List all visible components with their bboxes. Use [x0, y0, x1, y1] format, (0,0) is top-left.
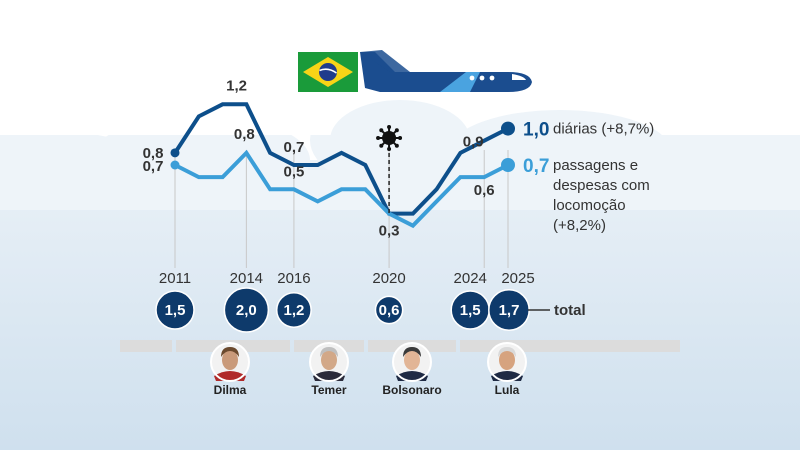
totals-label: total	[554, 302, 586, 319]
virus-icon	[376, 125, 403, 214]
virus-body	[382, 131, 397, 145]
data-label: 0,7	[143, 158, 164, 175]
data-label: 0,3	[379, 223, 400, 240]
total-bubble	[155, 290, 195, 330]
portrait-ring	[487, 342, 527, 382]
data-label: 0,8	[143, 145, 164, 162]
president-name: Lula	[495, 383, 520, 397]
airplane-icon	[360, 50, 532, 92]
x-tick-label: 2016	[277, 270, 310, 287]
virus-spike-tip	[398, 136, 403, 140]
total-value: 1,5	[165, 302, 186, 319]
series-end-value-1: 0,7	[523, 156, 549, 177]
series-name-line: despesas com	[553, 177, 650, 194]
president-name: Temer	[311, 383, 346, 397]
series-end-dot-1	[501, 158, 515, 172]
series-end-labels: 1,0 diárias (+8,7%) 0,7 passagens e despesas…	[523, 120, 654, 234]
series-name-0: diárias (+8,7%)	[553, 121, 654, 138]
x-tick-label: 2020	[372, 270, 405, 287]
virus-spike-tip	[379, 128, 384, 133]
total-value: 0,6	[379, 302, 400, 319]
series-start-dot-0	[170, 148, 180, 158]
x-tick-label: 2025	[501, 270, 534, 287]
presidents-row: Dilma Temer Bolsonaro Lula	[210, 342, 527, 397]
total-bubble	[223, 287, 270, 333]
president-temer	[309, 342, 349, 382]
data-labels: 0,80,71,20,80,70,50,30,90,6	[143, 77, 495, 239]
portrait-face	[321, 350, 337, 370]
portrait-hair	[403, 347, 421, 357]
x-axis-ticks: 2011 2014 2016 2020 2024 2025	[159, 270, 535, 287]
portrait-ring	[392, 342, 432, 382]
series-name-line: (+8,2%)	[553, 217, 606, 234]
president-dilma	[210, 342, 250, 382]
virus-spike-tip	[394, 128, 399, 133]
totals-row: 1,5 2,0 1,2 0,6 1,5 1,7 total	[155, 287, 586, 333]
series-start-dot-1	[170, 160, 180, 170]
series-lines	[170, 102, 515, 229]
era-segment	[120, 340, 172, 352]
president-bolsonaro	[392, 342, 432, 382]
data-label: 0,8	[234, 126, 255, 143]
virus-spike-tip	[394, 143, 399, 148]
portrait-hair	[221, 347, 239, 357]
total-value: 1,5	[460, 302, 481, 319]
president-name: Dilma	[214, 383, 247, 397]
total-bubble	[374, 295, 404, 325]
portrait-face	[404, 350, 420, 370]
data-label: 0,5	[283, 163, 304, 180]
total-bubble	[275, 292, 312, 328]
x-tick-label: 2014	[230, 270, 263, 287]
virus-spike-tip	[376, 136, 381, 140]
data-label: 0,7	[283, 139, 304, 156]
x-tick-label: 2024	[454, 270, 487, 287]
virus-spike-tip	[387, 125, 392, 129]
brazil-flag-icon	[298, 52, 358, 92]
portrait-ring	[309, 342, 349, 382]
virus-spike-tip	[379, 143, 384, 148]
portrait-face	[222, 350, 238, 370]
series-end-value-0: 1,0	[523, 120, 549, 141]
virus-spike-tip	[387, 147, 392, 151]
portrait-hair	[320, 347, 338, 357]
total-value: 1,2	[283, 302, 304, 319]
series-line-0	[173, 102, 509, 216]
total-value: 2,0	[236, 302, 257, 319]
president-lula	[487, 342, 527, 382]
series-name-line: passagens e	[553, 157, 638, 174]
data-label: 1,2	[226, 77, 247, 94]
data-label: 0,9	[463, 134, 484, 151]
x-tick-label: 2011	[159, 270, 191, 287]
portrait-hair	[498, 347, 516, 357]
president-name: Bolsonaro	[382, 383, 441, 397]
portrait-ring	[210, 342, 250, 382]
series-name-line: locomoção	[553, 197, 626, 214]
data-label: 0,6	[474, 182, 495, 199]
series-end-dot-0	[501, 121, 515, 136]
series-line-1	[174, 149, 509, 229]
total-value: 1,7	[499, 302, 520, 319]
portrait-face	[499, 350, 515, 370]
